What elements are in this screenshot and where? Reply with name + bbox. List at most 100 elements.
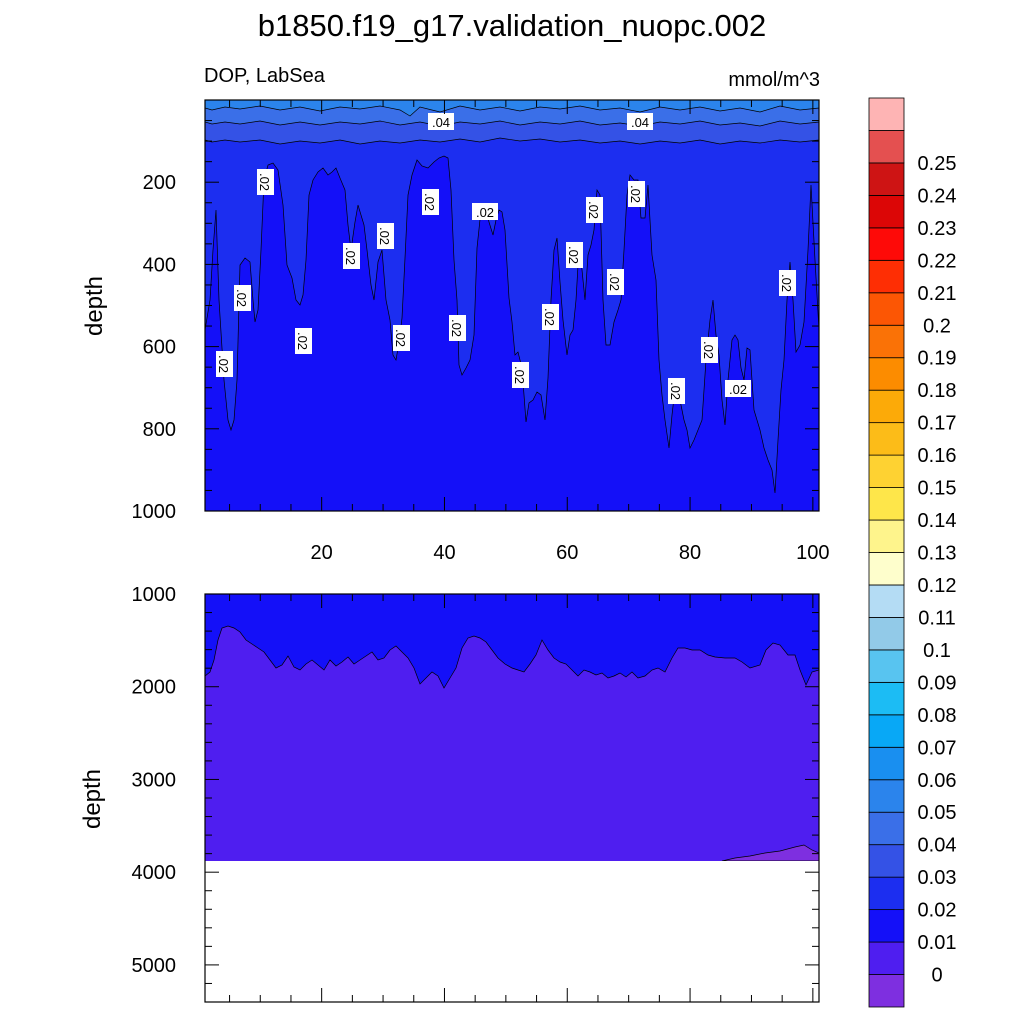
contour-label-box [428,113,454,130]
upper-x-tick-label: 80 [679,542,701,564]
upper-y-tick-label: 1000 [132,501,177,523]
contour-label-text: .02 [512,366,527,384]
contour-label-text: .02 [216,355,231,373]
colorbar-swatch [868,162,905,196]
contour-label: .02 [779,270,796,296]
contour-label-box [607,269,624,295]
colorbar-tick-label: 0.22 [918,250,957,272]
contour-label-box [257,169,274,195]
colorbar-swatch [868,941,905,975]
colorbar-swatch [868,194,905,229]
contour-label: .02 [512,362,529,388]
contour-label-box [668,378,685,404]
lower-y-tick-label: 1000 [132,584,177,606]
contour-label: .02 [216,351,233,377]
lower-y-axis-label: depth [79,769,106,829]
contour-label-text: .02 [566,246,581,264]
contour-label: .02 [295,328,312,354]
contour-label: .04 [428,113,454,130]
contour-label-box [472,203,498,220]
contour-label: .02 [234,285,251,311]
upper-y-tick-label: 600 [143,337,176,359]
colorbar-tick-label: 0.18 [918,380,957,402]
upper-axes: 200 400 600 800 1000 20 40 60 80 100 [132,100,830,564]
colorbar-swatch [868,259,905,294]
upper-contour-fills [204,99,820,512]
contour-label: .02 [377,223,394,249]
upper-y-axis-label: depth [81,276,108,336]
colorbar-tick-label: 0.05 [918,802,957,824]
contour-label: .02 [343,243,360,269]
colorbar-tick-label: 0.08 [918,705,957,727]
contour-label-box [234,285,251,311]
colorbar-swatch [868,974,905,1008]
contour-label-box [216,351,233,377]
upper-contour-labels: .04 .04 .02 .02 .02 .02 .02 .02 .02 .02 .02 .02 .02.… [216,113,796,404]
colorbar-swatch [868,519,905,553]
colorbar-swatch [868,357,905,391]
colorbar-tick-label: 0.11 [918,607,955,629]
contour-label-text: .02 [393,329,408,347]
colorbar-swatch [868,844,905,878]
chart-title: b1850.f19_g17.validation_nuopc.002 [258,8,767,43]
colorbar-tick-label: 0.16 [918,445,957,467]
colorbar-tick-label: 0.15 [918,478,957,500]
contour-label: .02 [668,378,685,404]
upper-y-tick-label: 200 [143,172,176,194]
colorbar-swatch [868,876,905,911]
contour-label-text: .02 [476,205,494,220]
contour-label-box [343,243,360,269]
colorbar-tick-label: 0.25 [918,153,957,175]
contour-label-text: .02 [377,227,392,245]
colorbar-swatch [868,324,905,359]
upper-x-tick-label: 100 [796,542,829,564]
contour-label-box [701,337,718,363]
contour-label: .02 [472,203,498,220]
units-label: mmol/m^3 [728,69,820,91]
upper-x-tick-label: 60 [556,542,578,564]
contour-label-text: .02 [257,173,272,191]
contour-label-box [627,113,653,130]
contour-label: .02 [542,304,559,330]
contour-label-text: .02 [586,201,601,219]
contour-label-box [628,181,645,207]
colorbar-swatch [868,909,905,943]
upper-panel: .04 .04 .02 .02 .02 .02 .02 .02 .02 .02 .02 .02 .02.… [81,99,830,564]
contour-label-box [586,197,603,223]
lower-band-001 [204,593,820,689]
colorbar-swatch [868,681,905,716]
colorbar-swatch [868,746,905,781]
contour-label-box [779,270,796,296]
colorbar-swatch [868,714,905,748]
contour-label: .02 [393,325,410,351]
contour-label-text: .02 [422,193,437,211]
colorbar-tick-label: 0.13 [918,543,957,565]
lower-y-tick-label: 2000 [132,677,177,699]
contour-label-text: .02 [234,289,249,307]
contour-label: .04 [627,113,653,130]
lower-contour-fills [204,593,820,1002]
colorbar-swatch [868,779,905,813]
contour-label-text: .02 [542,308,557,326]
contour-label: .02 [725,380,751,397]
contour-label: .02 [449,315,466,341]
colorbar-swatch [868,811,905,846]
colorbar-tick-label: 0.1 [923,640,951,662]
upper-x-tick-label: 20 [311,542,333,564]
colorbar-swatch [868,422,905,456]
colorbar-swatch [868,649,905,683]
colorbar-tick-label: 0.03 [918,867,957,889]
colorbar-tick-label: 0.02 [918,900,957,922]
colorbar-tick-label: 0.04 [918,835,957,857]
contour-label-text: .02 [295,332,310,350]
contour-label: .02 [628,181,645,207]
colorbar-swatch [868,584,905,618]
colorbar-tick-label: 0.23 [918,218,957,240]
lower-axes: 1000 2000 3000 4000 5000 [132,584,819,1002]
contour-label-text: .02 [668,382,683,400]
colorbar-tick-label: 0.21 [918,283,957,305]
contour-label: .02 [586,197,603,223]
variable-region-label: DOP, LabSea [204,65,326,87]
colorbar-swatch [868,130,905,164]
